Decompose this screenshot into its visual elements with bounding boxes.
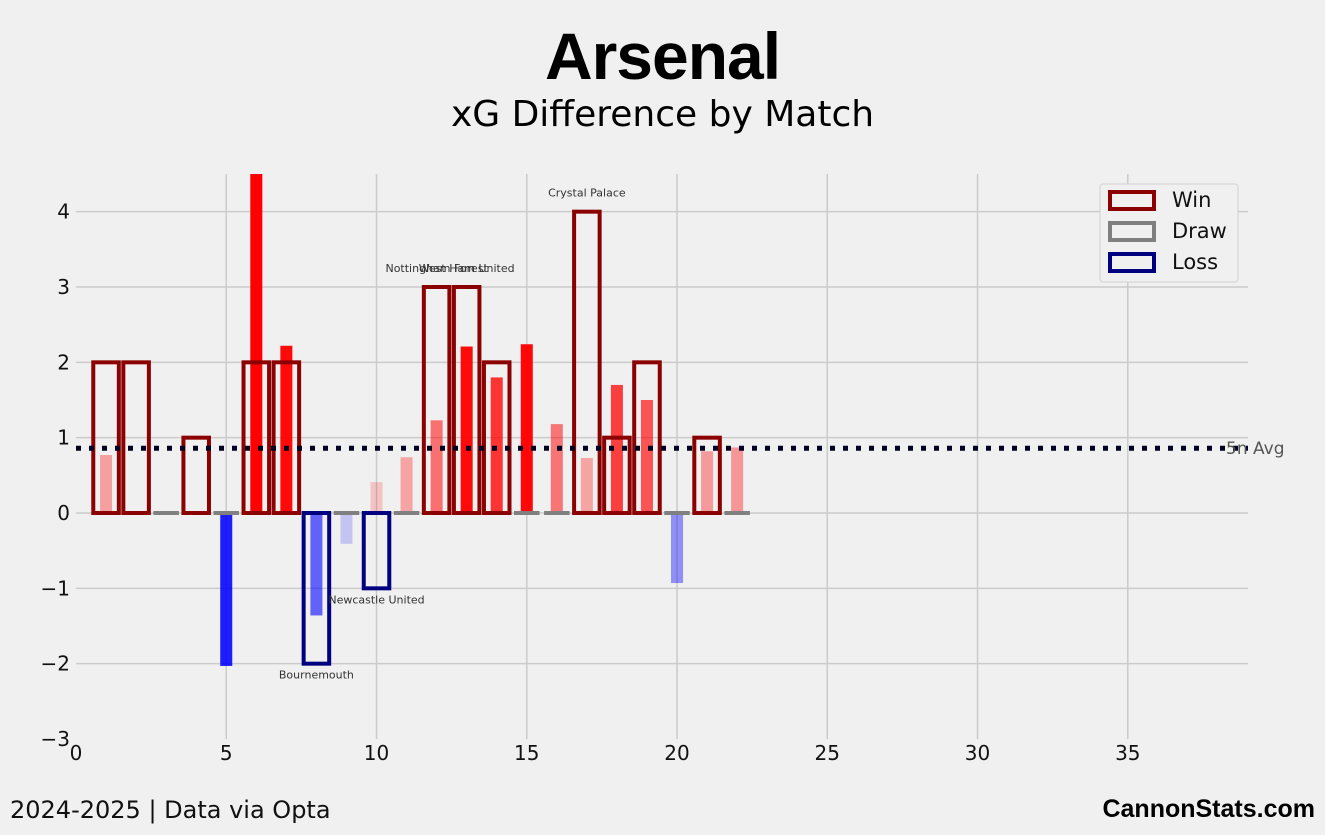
y-tick-label: 2 [57, 350, 70, 374]
y-tick-label: 0 [57, 501, 70, 525]
y-tick-label: −3 [41, 727, 70, 751]
xg-bar [640, 400, 653, 513]
y-axis-ticks: −3 −2 −1 0 1 2 3 4 [41, 200, 70, 751]
legend-label-draw: Draw [1172, 219, 1227, 243]
legend: Win Draw Loss [1099, 183, 1239, 283]
y-tick-label: −2 [41, 652, 70, 676]
win-box [121, 360, 151, 516]
win-box [241, 360, 272, 516]
site-credit: CannonStats.com [1102, 795, 1315, 823]
match-annotation: West Ham United [419, 262, 515, 275]
legend-label-win: Win [1172, 188, 1211, 212]
y-tick-label: 3 [57, 275, 70, 299]
season-source-label: 2024-2025 | Data via Opta [10, 796, 331, 824]
xg-bar [250, 174, 263, 513]
grid-lines [76, 174, 1248, 739]
win-box [481, 360, 512, 516]
average-label: 5n Avg [1226, 439, 1284, 459]
xg-bar [731, 447, 744, 513]
xg-bar [460, 346, 473, 513]
loss-box [301, 511, 332, 666]
win-box [421, 285, 452, 515]
match-annotation: Newcastle United [328, 593, 424, 606]
xg-bar [671, 513, 684, 584]
x-axis-ticks: 0 5 10 15 20 25 30 35 [70, 741, 1141, 765]
x-tick-label: 0 [70, 741, 83, 765]
average-line: 5n Avg [76, 439, 1284, 459]
chart-title: Arsenal [544, 19, 781, 93]
win-box [181, 435, 211, 515]
x-tick-label: 30 [965, 741, 990, 765]
win-box [91, 360, 121, 516]
x-tick-label: 35 [1115, 741, 1140, 765]
match-annotation: Nottingham Forest [385, 262, 488, 275]
xg-bar [340, 513, 353, 544]
win-box [632, 360, 662, 516]
x-tick-label: 10 [364, 741, 389, 765]
y-tick-label: 4 [57, 200, 70, 224]
xg-bar [610, 384, 623, 513]
legend-label-loss: Loss [1172, 250, 1218, 274]
win-box [451, 285, 482, 515]
win-box [271, 360, 302, 516]
legend-swatch-win [1108, 190, 1156, 211]
x-tick-label: 15 [514, 741, 539, 765]
xg-bar [580, 458, 593, 513]
xg-bar [550, 424, 563, 513]
match-annotation: Crystal Palace [548, 187, 626, 200]
xg-bar [310, 513, 323, 616]
xg-bar [370, 482, 383, 513]
xg-bar [430, 420, 443, 513]
legend-swatch-loss [1108, 252, 1156, 273]
win-box [692, 435, 722, 515]
win-box [602, 435, 632, 515]
xg-bar [100, 454, 113, 513]
y-tick-label: 1 [57, 426, 70, 450]
y-tick-label: −1 [41, 576, 70, 600]
xg-bars [100, 174, 744, 666]
x-tick-label: 5 [220, 741, 233, 765]
xg-bar [701, 451, 714, 513]
win-box [572, 209, 602, 516]
result-boxes [91, 209, 750, 666]
x-tick-label: 25 [815, 741, 840, 765]
xg-bar [520, 344, 533, 513]
legend-swatch-draw [1108, 221, 1156, 242]
loss-box [361, 511, 392, 591]
xg-bar [280, 345, 293, 513]
xg-bar [220, 513, 233, 666]
x-tick-label: 20 [664, 741, 689, 765]
match-annotation: Bournemouth [279, 669, 354, 682]
xg-bar [490, 377, 503, 513]
chart-subtitle: xG Difference by Match [450, 94, 875, 135]
xg-bar [400, 457, 413, 513]
